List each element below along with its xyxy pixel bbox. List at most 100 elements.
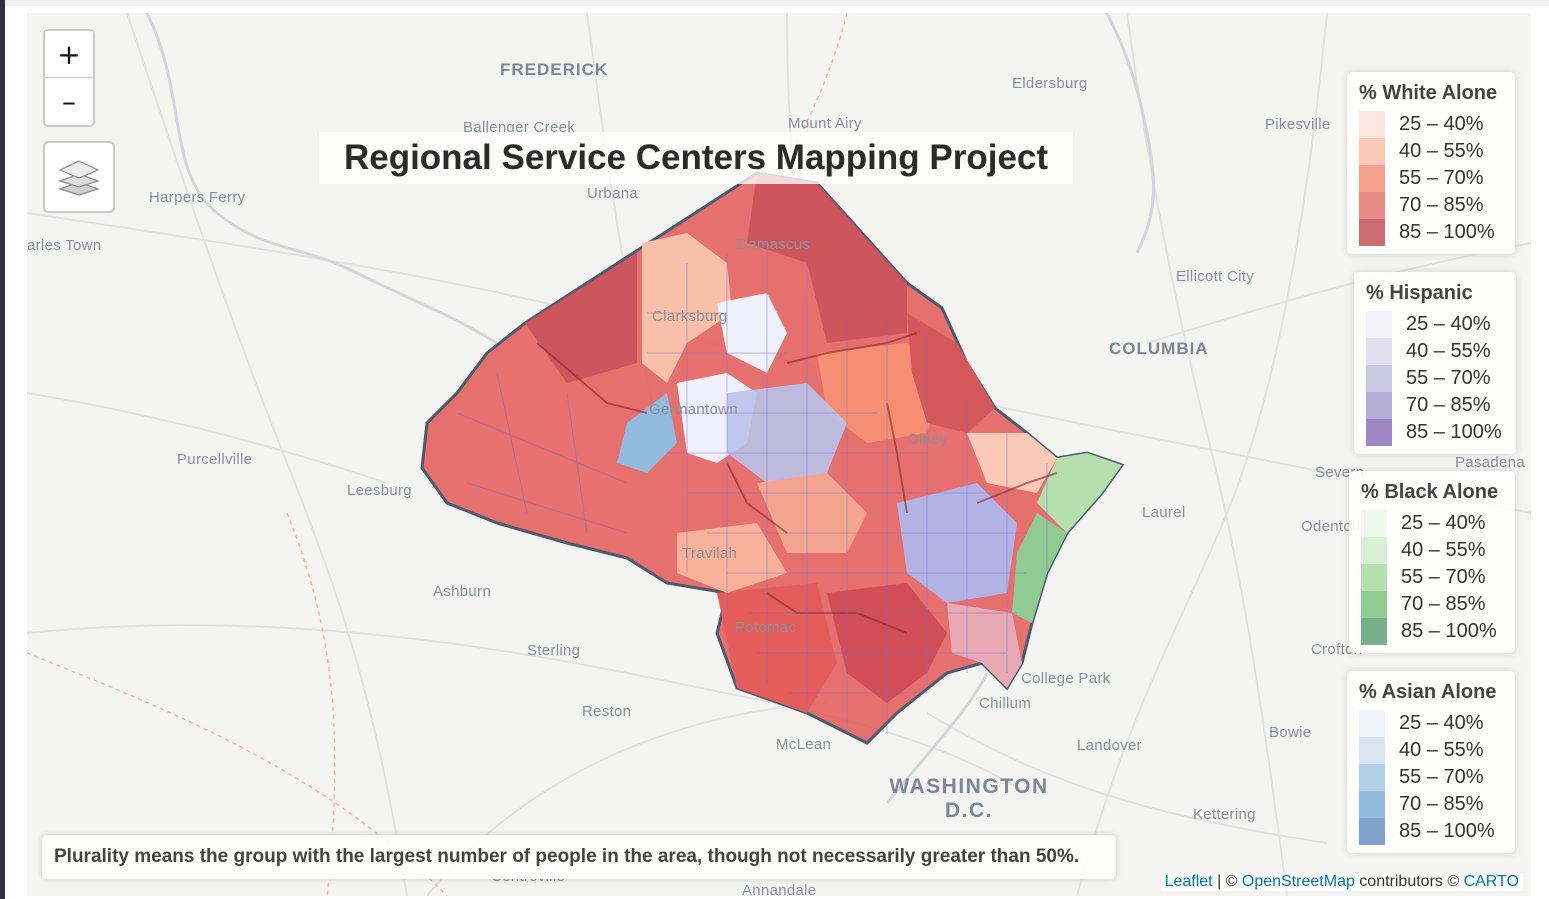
legend-swatch — [1366, 338, 1392, 365]
place-label: Ellicott City — [1176, 268, 1255, 285]
legend-title: % Asian Alone — [1359, 681, 1497, 703]
legend-label: 55 – 70% — [1399, 167, 1484, 189]
legend-hispanic: % Hispanic 25 – 40% 40 – 55% 55 – 70% 70 – 8… — [1354, 272, 1516, 454]
plurality-note: Plurality means the group with the large… — [42, 835, 1116, 879]
legend-label: 55 – 70% — [1406, 367, 1491, 389]
place-label: Chillum — [979, 695, 1032, 712]
place-label: Eldersburg — [1012, 75, 1088, 92]
place-label: WASHINGTON D.C. — [889, 775, 1049, 822]
tract-region-travilah[interactable] — [677, 523, 787, 593]
legend-label: 85 – 100% — [1399, 221, 1495, 243]
legend-swatch — [1361, 591, 1387, 618]
carto-link[interactable]: CARTO — [1463, 873, 1519, 890]
place-label: Potomac — [735, 619, 797, 636]
legend-label: 25 – 40% — [1401, 512, 1486, 534]
legend-row: 25 – 40% — [1361, 510, 1503, 537]
layers-button[interactable] — [43, 141, 115, 213]
place-label: Reston — [582, 703, 632, 720]
legend-title: % Black Alone — [1361, 481, 1499, 503]
legend-label: 40 – 55% — [1399, 140, 1484, 162]
legend-swatch — [1361, 537, 1387, 564]
tract-region-northwest[interactable] — [525, 253, 637, 383]
legend-swatch — [1359, 818, 1385, 845]
legend-title: % Hispanic — [1366, 282, 1473, 304]
legend-label: 55 – 70% — [1401, 566, 1486, 588]
legend-asian-alone: % Asian Alone 25 – 40% 40 – 55% 55 – 70% 70 … — [1347, 671, 1515, 853]
place-label: Laurel — [1142, 504, 1186, 521]
legend-row: 25 – 40% — [1359, 111, 1503, 138]
legend-black-alone: % Black Alone 25 – 40% 40 – 55% 55 – 70% 70 … — [1349, 471, 1515, 653]
legend-title: % White Alone — [1359, 82, 1498, 104]
page-top-line — [5, 0, 1549, 6]
legend-label: 70 – 85% — [1406, 394, 1491, 416]
place-label: Damascus — [737, 236, 811, 253]
legend-swatch — [1359, 192, 1385, 219]
legend-label: 85 – 100% — [1406, 421, 1502, 443]
legend-row: 25 – 40% — [1366, 311, 1504, 338]
legend-label: 85 – 100% — [1399, 820, 1495, 842]
place-label: Ballenger Creek — [463, 119, 576, 136]
place-label: Clarksburg — [652, 308, 728, 325]
legend-swatch — [1366, 365, 1392, 392]
tract-region-gaithersburg[interactable] — [727, 383, 847, 483]
tract-region-northeast[interactable] — [907, 313, 995, 433]
legend-row: 40 – 55% — [1366, 338, 1504, 365]
place-label: Travilah — [682, 545, 738, 562]
legend-swatch — [1366, 311, 1392, 338]
zoom-in-button[interactable]: + — [45, 31, 93, 77]
zoom-separator — [45, 77, 93, 78]
legend-swatch — [1359, 791, 1385, 818]
legend-row: 70 – 85% — [1361, 591, 1503, 618]
place-label: Annandale — [742, 882, 817, 896]
legend-white-alone: % White Alone 25 – 40% 40 – 55% 55 – 70% 70 … — [1347, 72, 1515, 254]
legend-label: 40 – 55% — [1406, 340, 1491, 362]
basemap-rivers — [145, 13, 1156, 804]
leaflet-link[interactable]: Leaflet — [1164, 873, 1213, 890]
tract-region-east-county[interactable] — [1012, 513, 1067, 623]
layers-icon — [58, 160, 100, 196]
legend-row: 55 – 70% — [1359, 165, 1503, 192]
legend-row: 85 – 100% — [1359, 219, 1503, 246]
legend-label: 55 – 70% — [1399, 766, 1484, 788]
legend-label: 70 – 85% — [1401, 593, 1486, 615]
legend-swatch — [1361, 618, 1387, 645]
tract-region-germantown-west[interactable] — [617, 393, 677, 473]
place-label: Urbana — [587, 185, 638, 202]
legend-swatch — [1359, 138, 1385, 165]
legend-swatch — [1359, 165, 1385, 192]
legend-label: 85 – 100% — [1401, 620, 1497, 642]
attribution-sep: | © — [1212, 873, 1242, 890]
place-label: Landover — [1077, 737, 1142, 754]
basemap[interactable] — [27, 13, 1531, 896]
tract-region-north[interactable] — [747, 173, 907, 343]
place-label: Ashburn — [433, 583, 491, 600]
legend-swatch — [1359, 111, 1385, 138]
legend-row: 55 – 70% — [1359, 764, 1503, 791]
page-left-bar — [0, 0, 5, 899]
legend-row: 55 – 70% — [1361, 564, 1503, 591]
zoom-out-button[interactable]: – — [45, 78, 93, 124]
legend-swatch — [1359, 764, 1385, 791]
legend-label: 25 – 40% — [1406, 313, 1491, 335]
place-label: Pikesville — [1265, 116, 1331, 133]
legend-swatch — [1359, 219, 1385, 246]
place-label: Harpers Ferry — [149, 189, 246, 206]
tract-region-takoma[interactable] — [947, 603, 1022, 688]
legend-swatch — [1361, 564, 1387, 591]
zoom-control: + – — [43, 29, 95, 127]
tract-grid — [456, 243, 1048, 733]
tract-region-colesville[interactable] — [967, 433, 1057, 493]
osm-link[interactable]: OpenStreetMap — [1241, 873, 1355, 890]
place-label: Olney — [907, 431, 948, 448]
place-label: Odenton — [1301, 518, 1361, 535]
legend-swatch — [1359, 737, 1385, 764]
place-label: FREDERICK — [500, 60, 609, 79]
attribution: Leaflet | © OpenStreetMap contributors ©… — [1160, 873, 1523, 891]
map-container[interactable]: FREDERICK Eldersburg Ballenger Creek Mount … — [27, 13, 1531, 896]
legend-swatch — [1359, 710, 1385, 737]
tract-region-burtonsville[interactable] — [1037, 453, 1122, 533]
legend-swatch — [1366, 419, 1392, 446]
legend-row: 85 – 100% — [1361, 618, 1503, 645]
place-label: Leesburg — [347, 482, 412, 499]
county-choropleth[interactable] — [420, 171, 1125, 745]
